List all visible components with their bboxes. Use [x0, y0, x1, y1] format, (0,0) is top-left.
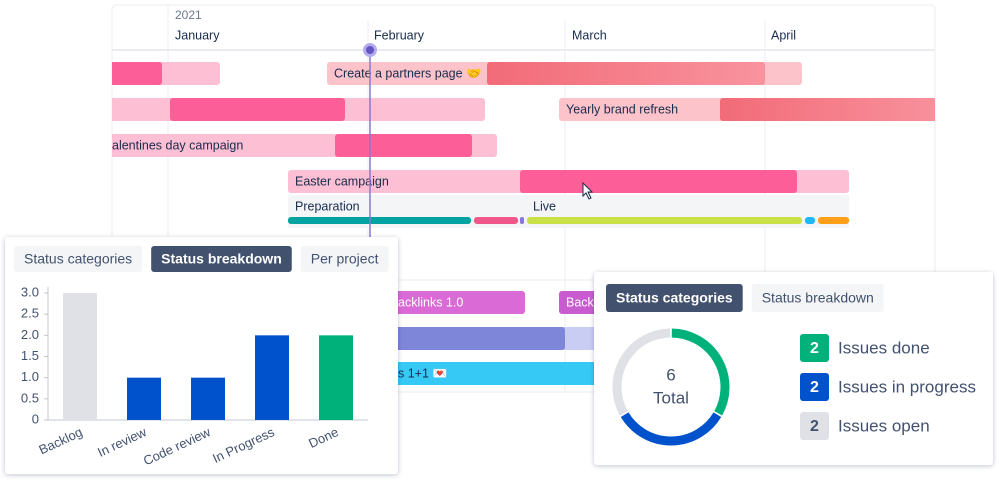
bar [255, 335, 289, 420]
month: February [374, 28, 425, 42]
bar-label: Create a partners page 🤝 [334, 66, 482, 80]
legend-label: Issues open [838, 416, 930, 435]
bar[interactable] [100, 62, 162, 85]
bar[interactable] [335, 134, 472, 157]
bar [127, 377, 161, 420]
legend-swatch [800, 412, 829, 440]
year: 2021 [175, 8, 202, 22]
bar[interactable] [170, 98, 345, 121]
donut-segment [671, 328, 730, 416]
tab[interactable] [14, 246, 143, 272]
bar [191, 377, 225, 420]
card [5, 237, 398, 474]
card [594, 272, 993, 465]
legend-label: Issues in progress [838, 377, 976, 396]
tab[interactable] [751, 284, 884, 312]
bar[interactable] [520, 170, 797, 193]
legend-value: 2 [810, 418, 819, 435]
donut-card: Status categories Status breakdown 2 Issues… [594, 272, 993, 465]
bar-label: Easter campaign [295, 174, 389, 188]
bar[interactable] [390, 291, 525, 314]
bar[interactable] [390, 362, 620, 385]
phase-bar [288, 217, 849, 224]
bar-label: Yearly brand refresh [566, 102, 678, 116]
tab-label: Per project [311, 251, 379, 267]
bar-label: acklinks 1.0 [398, 295, 463, 309]
bar[interactable] [487, 62, 765, 85]
bar [319, 335, 353, 420]
today-marker [366, 46, 374, 54]
tab-label: Status breakdown [161, 251, 282, 267]
legend-swatch [800, 334, 829, 362]
bar-card: Status categories Status breakdown Per pro… [5, 237, 398, 474]
tab[interactable] [300, 246, 389, 272]
legend-value: 2 [810, 340, 819, 357]
legend-value: 2 [810, 379, 819, 396]
y-tick-label: 0.5 [21, 390, 39, 405]
legend-label: Issues done [838, 338, 930, 357]
donut-segment [612, 328, 671, 416]
y-tick-label: 0 [32, 411, 39, 426]
bar[interactable] [390, 327, 565, 350]
y-tick-label: 2.5 [21, 306, 39, 321]
y-tick-label: 1.0 [21, 369, 39, 384]
month: January [175, 28, 220, 42]
phase-label: Live [533, 199, 556, 213]
phase-label: Preparation [295, 199, 360, 213]
month: March [572, 28, 607, 42]
total-value: 6 [666, 365, 675, 384]
tab[interactable] [606, 284, 743, 312]
tab-label: Status categories [24, 251, 132, 267]
month: April [771, 28, 796, 42]
legend-swatch [800, 373, 829, 401]
bar[interactable] [720, 98, 950, 121]
donut-segment [620, 412, 722, 446]
bar-label: Back [566, 295, 595, 309]
y-tick-label: 1.5 [21, 348, 39, 363]
bar [63, 293, 97, 420]
total-label: Total [653, 388, 689, 407]
bar-label: alentines day campaign [112, 138, 243, 152]
tab-label: Status categories [616, 290, 733, 306]
bar-label: s 1+1 💌 [398, 366, 448, 380]
tab[interactable] [151, 246, 292, 272]
y-tick-label: 2.0 [21, 327, 39, 342]
tab-label: Status breakdown [762, 290, 874, 306]
y-tick-label: 3.0 [21, 284, 39, 299]
cursor [582, 181, 594, 200]
